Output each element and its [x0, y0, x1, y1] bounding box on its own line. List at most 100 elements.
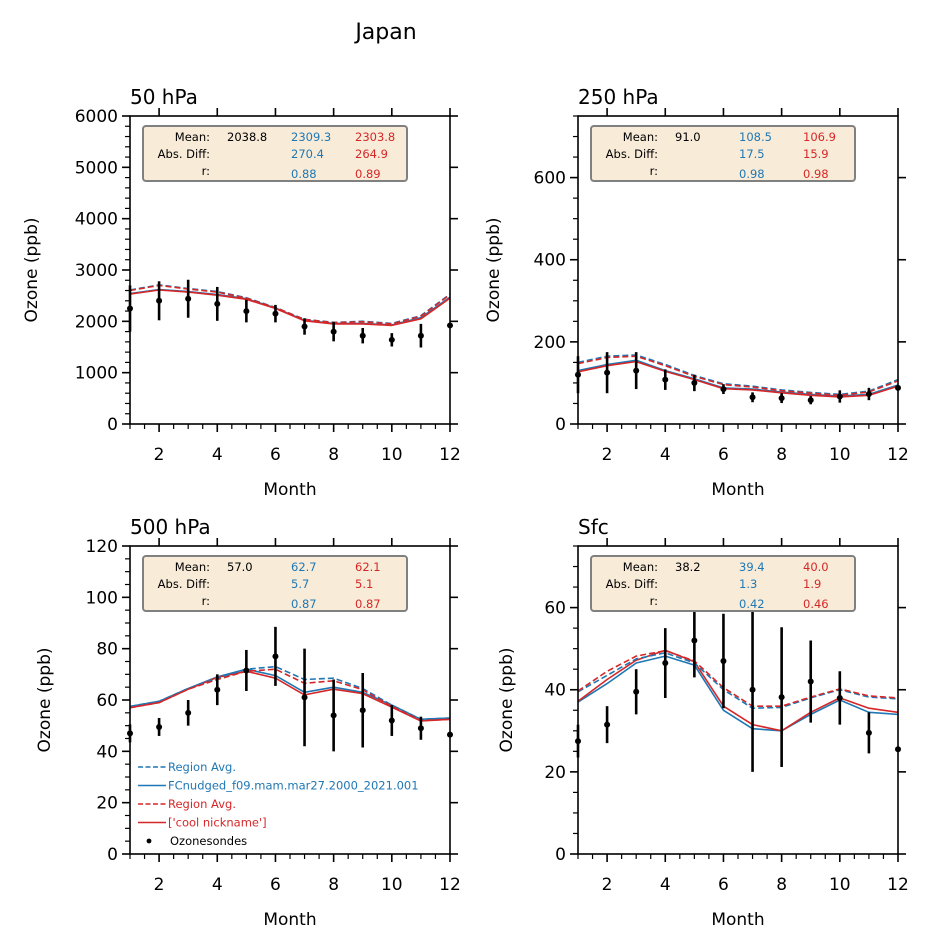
observations-group: [575, 603, 901, 772]
x-axis-label: Month: [711, 910, 764, 930]
obs-point: [301, 694, 308, 701]
obs-point: [330, 328, 337, 335]
legend: Region Avg. FCnudged_f09.mam.mar27.2000_2…: [138, 760, 419, 848]
obs-point: [807, 397, 814, 404]
x-tick-label: 6: [718, 875, 729, 895]
stats-box-background: [590, 125, 856, 182]
y-tick-label: 0: [555, 845, 566, 865]
stats-obs-mean: 57.0: [227, 560, 253, 574]
y-tick-label: 400: [534, 251, 566, 271]
obs-point: [243, 667, 250, 674]
obs-point: [691, 637, 698, 644]
y-tick-label: 60: [96, 691, 118, 711]
y-axis-label: Ozone (ppb): [22, 218, 42, 323]
obs-point: [749, 394, 756, 401]
legend-label: ['cool nickname']: [168, 816, 267, 830]
model-line-red: [578, 360, 898, 398]
stats-model1-value: 0.42: [739, 597, 765, 611]
x-tick-label: 2: [602, 445, 613, 465]
figure-title: Japan: [353, 20, 416, 45]
y-tick-label: 40: [96, 742, 118, 762]
obs-point: [214, 300, 221, 307]
obs-point: [720, 386, 727, 393]
x-axis-label: Month: [711, 480, 764, 500]
legend-label: Ozonesondes: [170, 834, 247, 848]
x-tick-label: 12: [887, 445, 909, 465]
x-tick-label: 8: [776, 875, 787, 895]
subplot-title: Sfc: [578, 515, 609, 539]
obs-point: [417, 725, 424, 732]
stats-model2-value: 40.0: [803, 560, 829, 574]
x-tick-label: 6: [270, 875, 281, 895]
x-tick-label: 10: [829, 445, 851, 465]
obs-point: [865, 729, 872, 736]
x-axis-label: Month: [263, 480, 316, 500]
y-tick-label: 5000: [75, 158, 118, 178]
obs-point: [156, 723, 163, 730]
stats-model1-value: 0.87: [291, 597, 317, 611]
x-tick-label: 4: [212, 875, 223, 895]
y-tick-label: 100: [86, 588, 118, 608]
series-group: [578, 354, 898, 398]
obs-point: [836, 393, 843, 400]
obs-point: [836, 694, 843, 701]
stats-box: Mean: Abs. Diff: r: 2038.8 2309.3 270.4 0.88 23…: [142, 125, 408, 182]
obs-point: [633, 688, 640, 695]
region-avg-line-red: [130, 284, 450, 325]
obs-point: [272, 653, 279, 660]
axes-frame: [577, 545, 899, 855]
obs-point: [359, 332, 366, 339]
stats-model2-value: 0.87: [355, 597, 381, 611]
stats-model2-value: 0.89: [355, 167, 381, 181]
stats-model2-value: 0.98: [803, 167, 829, 181]
obs-point: [359, 707, 366, 714]
series-group: [130, 665, 450, 722]
x-tick-label: 12: [887, 875, 909, 895]
x-tick-label: 10: [381, 445, 403, 465]
y-tick-label: 600: [534, 169, 566, 189]
stats-row-label: Abs. Diff:: [606, 577, 658, 591]
stats-box: Mean: Abs. Diff: r: 57.0 62.7 5.7 0.87 62.1 5.1 0…: [142, 555, 408, 612]
stats-box: Mean: Abs. Diff: r: 91.0 108.5 17.5 0.98 106.9 1…: [590, 125, 856, 182]
obs-point: [662, 660, 669, 667]
model-line-blue: [578, 655, 898, 732]
subplot-250-hpa: 250 hPa Ozone (ppb) Month 2 4 6 8 10 12 0 200 400 60…: [484, 85, 909, 500]
x-tick-label: 12: [439, 445, 461, 465]
x-tick-label: 4: [660, 875, 671, 895]
y-tick-label: 1000: [75, 364, 118, 384]
stats-model1-value: 0.98: [739, 167, 765, 181]
obs-point: [865, 391, 872, 398]
stats-model2-value: 62.1: [355, 560, 381, 574]
stats-model1-value: 1.3: [739, 577, 757, 591]
x-tick-label: 2: [602, 875, 613, 895]
x-tick-label: 8: [328, 875, 339, 895]
y-tick-label: 20: [544, 763, 566, 783]
obs-point: [633, 367, 640, 374]
stats-box-background: [590, 555, 856, 612]
stats-model1-value: 39.4: [739, 560, 765, 574]
legend-item: Ozonesondes: [146, 834, 247, 848]
x-tick-label: 2: [154, 445, 165, 465]
obs-point: [720, 657, 727, 664]
y-tick-label: 0: [555, 415, 566, 435]
obs-point: [388, 336, 395, 343]
y-tick-label: 0: [107, 415, 118, 435]
stats-model2-value: 15.9: [803, 147, 829, 161]
stats-box-background: [142, 125, 408, 182]
obs-point: [185, 709, 192, 716]
obs-point: [214, 686, 221, 693]
obs-point: [604, 721, 611, 728]
obs-point: [301, 323, 308, 330]
obs-point: [778, 694, 785, 701]
y-tick-label: 20: [96, 794, 118, 814]
y-tick-label: 0: [107, 845, 118, 865]
subplot-title: 50 hPa: [130, 85, 198, 109]
stats-model1-value: 17.5: [739, 147, 765, 161]
x-tick-label: 12: [439, 875, 461, 895]
legend-label: Region Avg.: [168, 797, 236, 811]
stats-model2-value: 1.9: [803, 577, 821, 591]
stats-row-label: Mean:: [175, 130, 210, 144]
obs-point: [417, 332, 424, 339]
